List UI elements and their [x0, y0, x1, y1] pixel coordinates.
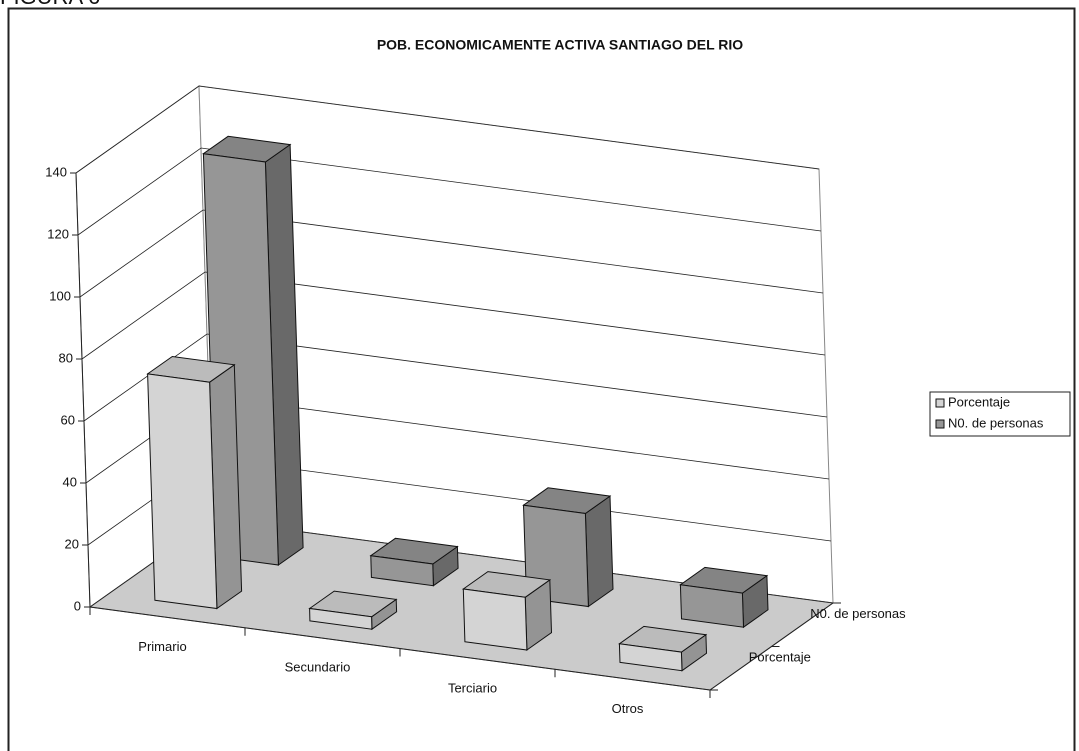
figure-label: FIGURA 6 — [0, 0, 100, 9]
bar-front — [618, 643, 683, 672]
y-tick-label: 80 — [59, 350, 73, 365]
z-tick-label: Porcentaje — [749, 650, 811, 665]
grid-line — [83, 333, 828, 422]
y-axis — [75, 172, 91, 608]
legend-swatch — [935, 398, 945, 408]
y-tick-label: 60 — [61, 412, 75, 427]
x-tick-label: Otros — [612, 701, 644, 716]
y-tick-label: 20 — [65, 536, 79, 551]
legend-label: N0. de personas — [948, 415, 1044, 430]
grid-line — [79, 209, 824, 298]
grid-line — [77, 147, 822, 236]
x-tick-label: Terciario — [448, 680, 497, 695]
y-tick-label: 100 — [49, 288, 71, 303]
legend-swatch — [935, 419, 945, 429]
bar-front — [309, 607, 373, 630]
legend-box — [929, 391, 1071, 437]
bar-side — [584, 495, 614, 608]
y-tick-label: 140 — [45, 164, 67, 179]
legend-label: Porcentaje — [948, 394, 1010, 409]
z-tick-label: N0. de personas — [810, 606, 906, 621]
chart-title: POB. ECONOMICAMENTE ACTIVA SANTIAGO DEL … — [377, 37, 743, 53]
bar-front — [370, 555, 434, 587]
grid-line — [75, 85, 820, 174]
x-tick-label: Primario — [138, 639, 186, 654]
grid-line — [81, 271, 826, 360]
y-tick-label: 0 — [74, 598, 81, 613]
bar-front — [679, 584, 745, 628]
y-tick-label: 40 — [63, 474, 77, 489]
x-tick-label: Secundario — [285, 660, 351, 675]
bar-front — [147, 373, 218, 610]
y-tick-label: 120 — [47, 226, 69, 241]
bar-front — [462, 588, 528, 651]
